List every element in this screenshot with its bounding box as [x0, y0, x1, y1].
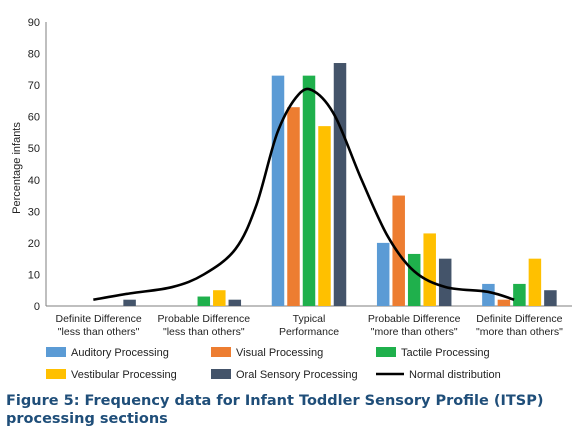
bar: [438, 258, 452, 306]
y-tick-label: 70: [28, 80, 40, 92]
x-tick-label: Definite Difference "more than others": [476, 313, 563, 338]
x-tick-labels: Definite Difference "less than others" Pro…: [56, 313, 564, 338]
bar: [318, 126, 331, 306]
legend: Auditory Processing Visual Processing Tact…: [46, 347, 501, 381]
bar: [333, 63, 347, 307]
legend-label: Auditory Processing: [71, 347, 169, 359]
bar: [544, 290, 557, 306]
y-tick-label: 40: [28, 175, 40, 187]
legend-swatch: [376, 347, 396, 357]
legend-item: Vestibular Processing: [46, 369, 177, 381]
bar: [287, 107, 300, 306]
legend-label: Oral Sensory Processing: [236, 369, 358, 381]
bar: [392, 195, 405, 306]
bar: [197, 296, 211, 306]
bar: [482, 283, 495, 306]
bar: [513, 283, 526, 306]
y-tick-label: 20: [28, 238, 40, 250]
bar-series: [123, 63, 557, 307]
legend-label: Normal distribution: [409, 369, 501, 381]
caption-line-2: processing sections: [6, 411, 168, 427]
normal-distribution-curve: [93, 87, 515, 301]
y-tick-label: 90: [28, 17, 40, 29]
bar: [376, 242, 390, 306]
legend-label: Visual Processing: [236, 347, 323, 359]
legend-label: Vestibular Processing: [71, 369, 177, 381]
bar-chart: 0 10 20 30 40 50 60 70 80 90 Percentage infants D…: [11, 17, 572, 381]
y-axis-label: Percentage infants: [11, 122, 23, 214]
y-tick-label: 50: [28, 143, 40, 155]
bar: [528, 258, 542, 306]
y-tick-label: 60: [28, 112, 40, 124]
y-tick-label: 80: [28, 49, 40, 61]
legend-item: Auditory Processing: [46, 347, 169, 359]
y-tick-labels: 0 10 20 30 40 50 60 70 80 90: [28, 17, 40, 313]
legend-swatch: [46, 369, 66, 379]
normal-distribution-line: [93, 87, 515, 301]
bar: [228, 299, 242, 306]
bar: [497, 299, 511, 306]
legend-item: Oral Sensory Processing: [211, 369, 358, 381]
bar: [423, 233, 436, 306]
caption-line-1: Figure 5: Frequency data for Infant Todd…: [6, 393, 544, 409]
figure-caption: Figure 5: Frequency data for Infant Todd…: [6, 392, 574, 428]
bar: [302, 75, 316, 307]
y-tick-label: 30: [28, 206, 40, 218]
bar: [271, 75, 285, 307]
x-tick-label: Typical Performance: [279, 313, 339, 338]
bar: [123, 299, 136, 306]
x-tick-label: Probable Difference "more than others": [368, 313, 461, 338]
y-tick-label: 0: [34, 301, 40, 313]
legend-label: Tactile Processing: [401, 347, 490, 359]
legend-item: Tactile Processing: [376, 347, 490, 359]
legend-item: Visual Processing: [211, 347, 323, 359]
legend-swatch: [211, 347, 231, 357]
bar: [407, 253, 421, 306]
legend-swatch: [211, 369, 231, 379]
x-tick-label: Probable Difference "less than others": [157, 313, 250, 338]
bar: [213, 290, 226, 306]
legend-swatch: [46, 347, 66, 357]
legend-item: Normal distribution: [376, 369, 501, 381]
y-tick-label: 10: [28, 269, 40, 281]
x-tick-label: Definite Difference "less than others": [56, 313, 142, 338]
